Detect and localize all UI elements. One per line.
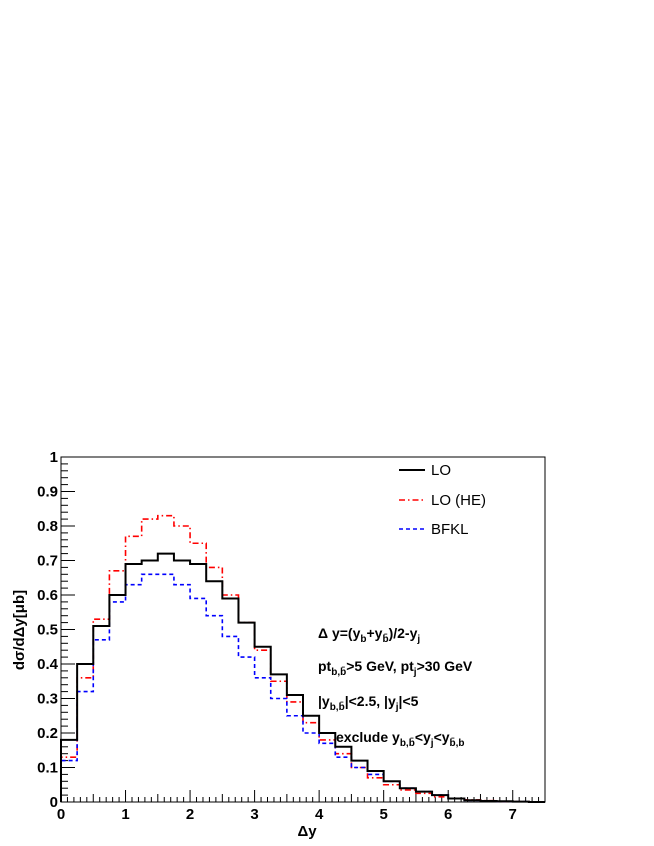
annotation-pt-cuts: ptb,b̄>5 GeV, ptj>30 GeV	[318, 658, 473, 678]
annotation-exclusion: exclude yb,b̄<yj<yb̄,b	[336, 729, 465, 749]
legend-label-bfkl: BFKL	[431, 521, 469, 538]
annotation-dy-definition: Δ y=(yb+yb̄)/2-yj	[318, 625, 420, 645]
y-tick-label: 0	[50, 794, 58, 811]
x-tick-label: 1	[121, 806, 129, 823]
y-tick-label: 0.8	[37, 518, 58, 535]
x-tick-label: 0	[57, 806, 65, 823]
x-tick-label: 7	[509, 806, 517, 823]
x-tick-label: 4	[315, 806, 324, 823]
series-lo-he-line	[60, 514, 545, 803]
y-tick-label: 0.6	[37, 587, 58, 604]
y-tick-label: 0.5	[37, 622, 58, 639]
annotations: Δ y=(yb+yb̄)/2-yj ptb,b̄>5 GeV, ptj>30 G…	[318, 625, 473, 749]
annotation-rapidity-cuts: |yb,b̄|<2.5, |yj|<5	[318, 693, 419, 713]
series-lo-line	[60, 552, 545, 803]
y-axis-title: dσ/dΔy[μb]	[11, 590, 28, 670]
series-bfkl-line	[60, 573, 545, 803]
series-layer	[60, 514, 545, 803]
y-tick-label: 0.3	[37, 691, 58, 708]
x-tick-label: 6	[444, 806, 452, 823]
x-tick-label: 3	[250, 806, 258, 823]
legend: LO LO (HE) BFKL	[399, 462, 486, 538]
y-tick-label: 0.1	[37, 760, 58, 777]
y-tick-label: 0.2	[37, 725, 58, 742]
legend-label-lo-he: LO (HE)	[431, 492, 486, 509]
y-tick-label: 0.7	[37, 553, 58, 570]
x-tick-label: 2	[186, 806, 194, 823]
y-tick-label: 0.4	[37, 656, 59, 673]
x-tick-label: 5	[379, 806, 387, 823]
x-tick-labels: 0 1 2 3 4 5 6 7	[57, 806, 517, 823]
y-tick-labels: 0 0.1 0.2 0.3 0.4 0.5 0.6 0.7 0.8 0.9 1	[37, 449, 59, 811]
legend-label-lo: LO	[431, 462, 451, 479]
y-tick-label: 0.9	[37, 484, 58, 501]
x-axis-title: Δy	[297, 823, 317, 840]
y-tick-label: 1	[50, 449, 58, 466]
